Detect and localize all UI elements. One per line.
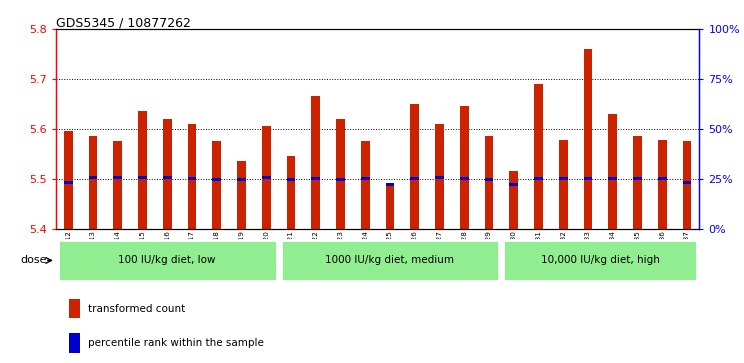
Bar bbox=[534, 177, 543, 180]
Bar bbox=[361, 177, 370, 180]
FancyBboxPatch shape bbox=[58, 240, 277, 281]
Bar bbox=[460, 177, 469, 180]
Bar bbox=[583, 177, 592, 180]
Bar bbox=[68, 333, 80, 353]
Bar bbox=[89, 176, 97, 179]
Bar bbox=[212, 178, 221, 181]
Text: percentile rank within the sample: percentile rank within the sample bbox=[88, 338, 264, 348]
Text: dose: dose bbox=[20, 256, 47, 265]
Bar bbox=[609, 177, 617, 180]
Bar bbox=[411, 177, 419, 180]
Bar bbox=[559, 140, 568, 229]
Bar bbox=[262, 126, 271, 229]
Bar bbox=[435, 124, 443, 229]
FancyBboxPatch shape bbox=[280, 240, 499, 281]
Bar bbox=[163, 119, 172, 229]
Bar bbox=[583, 49, 592, 229]
Bar bbox=[336, 119, 344, 229]
Bar bbox=[385, 183, 394, 186]
Bar bbox=[286, 178, 295, 181]
Bar bbox=[312, 177, 320, 180]
Bar bbox=[633, 136, 642, 229]
Bar bbox=[64, 181, 72, 184]
Bar bbox=[138, 176, 147, 179]
FancyBboxPatch shape bbox=[503, 240, 697, 281]
Bar bbox=[237, 178, 246, 181]
Bar bbox=[683, 181, 691, 184]
Bar bbox=[385, 184, 394, 229]
Bar bbox=[64, 131, 72, 229]
Bar bbox=[609, 114, 617, 229]
Text: GDS5345 / 10877262: GDS5345 / 10877262 bbox=[56, 16, 190, 29]
Bar bbox=[89, 136, 97, 229]
Bar bbox=[187, 124, 196, 229]
Bar bbox=[658, 140, 667, 229]
Text: 1000 IU/kg diet, medium: 1000 IU/kg diet, medium bbox=[325, 256, 455, 265]
Bar bbox=[534, 84, 543, 229]
Bar bbox=[286, 156, 295, 229]
Bar bbox=[312, 97, 320, 229]
Bar bbox=[187, 177, 196, 180]
Bar bbox=[163, 176, 172, 179]
Bar bbox=[510, 171, 518, 229]
Bar bbox=[411, 104, 419, 229]
Bar bbox=[336, 178, 344, 181]
Bar bbox=[113, 176, 122, 179]
Bar bbox=[68, 299, 80, 318]
Bar bbox=[435, 176, 443, 179]
Text: transformed count: transformed count bbox=[88, 303, 185, 314]
Bar bbox=[262, 176, 271, 179]
Bar bbox=[138, 111, 147, 229]
Bar bbox=[658, 177, 667, 180]
Bar bbox=[559, 177, 568, 180]
Bar bbox=[113, 141, 122, 229]
Text: 100 IU/kg diet, low: 100 IU/kg diet, low bbox=[118, 256, 216, 265]
Bar bbox=[361, 141, 370, 229]
Bar bbox=[484, 178, 493, 181]
Bar bbox=[237, 161, 246, 229]
Bar bbox=[683, 141, 691, 229]
Bar bbox=[460, 106, 469, 229]
Bar bbox=[212, 141, 221, 229]
Bar bbox=[484, 136, 493, 229]
Bar bbox=[510, 183, 518, 186]
Bar bbox=[633, 177, 642, 180]
Text: 10,000 IU/kg diet, high: 10,000 IU/kg diet, high bbox=[541, 256, 660, 265]
